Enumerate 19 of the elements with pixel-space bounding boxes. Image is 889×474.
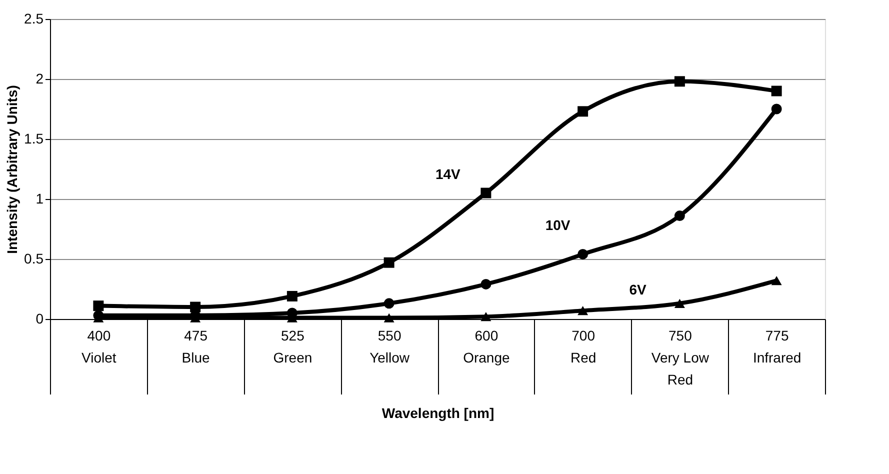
y-tick-label: 0 <box>36 310 44 326</box>
x-tick-label: 775 Infrared <box>752 328 802 366</box>
x-tick-label: 750 Very Low Red <box>651 328 710 388</box>
x-axis-title: Wavelength [nm] <box>382 405 494 421</box>
x-tick-label: 525 Green <box>273 328 312 366</box>
y-tick-label: 1.5 <box>24 130 44 146</box>
x-tick-label: 400 Violet <box>82 328 116 366</box>
x-tick-label: 550 Yellow <box>370 328 410 366</box>
series-label: 14V <box>435 166 462 182</box>
y-tick-label: 2.5 <box>24 10 44 26</box>
y-tick-label: 0.5 <box>24 250 44 266</box>
series-label: 10V <box>545 217 571 234</box>
x-tick-label: 600 Orange <box>463 328 510 366</box>
y-tick-label: 2 <box>36 70 44 86</box>
y-axis-title: Intensity (Arbitrary Units) <box>4 85 20 254</box>
series-label: 6V <box>629 282 648 298</box>
x-tick-label: 475 Blue <box>182 328 210 366</box>
y-tick-label: 1 <box>36 190 44 206</box>
x-tick-label: 700 Red <box>570 328 596 366</box>
